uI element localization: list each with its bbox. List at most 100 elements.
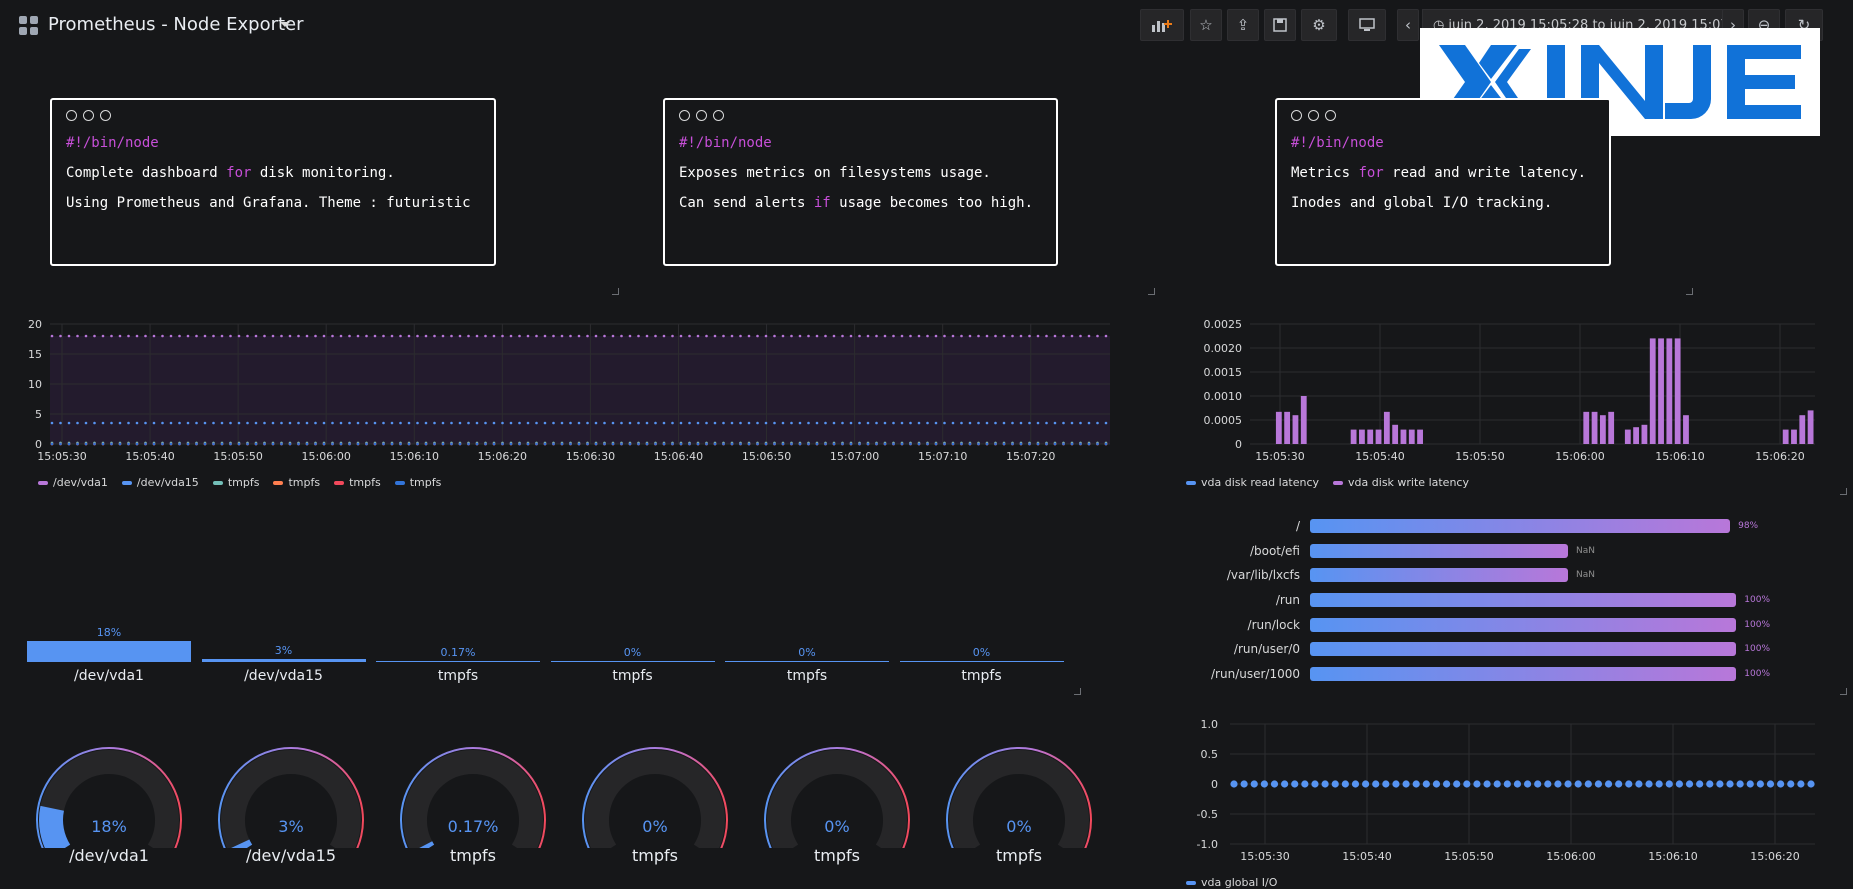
terminal-line: Exposes metrics on filesystems usage. bbox=[679, 165, 991, 181]
data-point bbox=[1584, 780, 1592, 788]
data-point bbox=[739, 442, 742, 446]
legend-item[interactable]: /dev/vda1 bbox=[38, 476, 108, 489]
data-point bbox=[382, 421, 385, 425]
data-point bbox=[611, 334, 615, 338]
data-point bbox=[747, 334, 751, 338]
data-point bbox=[263, 421, 266, 425]
legend-label: /dev/vda15 bbox=[136, 476, 199, 489]
panel-resize-handle[interactable] bbox=[1074, 688, 1081, 695]
data-point bbox=[1019, 442, 1023, 446]
data-point bbox=[603, 421, 606, 425]
data-point bbox=[365, 334, 368, 338]
data-point bbox=[390, 421, 394, 425]
data-point bbox=[569, 421, 572, 425]
data-point bbox=[356, 442, 360, 446]
add-panel-button[interactable] bbox=[1140, 9, 1184, 41]
data-point bbox=[152, 442, 156, 446]
disk-usage-line-chart[interactable]: 0 5 10 15 20 15:05:30 15:05:40 15:05:50 15:06:00… bbox=[20, 310, 1130, 470]
chevron-down-icon[interactable] bbox=[280, 22, 290, 27]
data-point bbox=[220, 442, 224, 446]
data-point bbox=[985, 421, 989, 425]
data-point bbox=[509, 442, 513, 446]
stat-bar bbox=[27, 641, 191, 662]
tv-mode-button[interactable] bbox=[1348, 9, 1386, 41]
data-point bbox=[1554, 780, 1562, 788]
legend-item[interactable]: vda global I/O bbox=[1186, 876, 1277, 889]
data-point bbox=[688, 421, 691, 425]
data-point bbox=[790, 421, 793, 425]
latency-bar bbox=[1782, 429, 1789, 444]
data-point bbox=[110, 334, 113, 338]
data-point bbox=[866, 334, 870, 338]
data-point bbox=[1260, 780, 1268, 788]
gauge-threshold-arc bbox=[400, 747, 546, 860]
filesystem-bar-fill bbox=[1310, 543, 1568, 558]
filesystem-bar-track: NaN bbox=[1310, 543, 1770, 558]
time-back-button[interactable]: ‹ bbox=[1397, 9, 1419, 41]
legend-item[interactable]: /dev/vda15 bbox=[121, 476, 199, 489]
share-button[interactable]: ⇪ bbox=[1227, 9, 1259, 41]
y-tick-label: 0.0015 bbox=[1204, 366, 1243, 379]
data-point bbox=[943, 442, 946, 446]
data-point bbox=[484, 442, 487, 446]
disk-gauge: 18% /dev/vda1 bbox=[27, 738, 191, 878]
save-icon bbox=[1273, 18, 1287, 32]
data-point bbox=[1473, 780, 1481, 788]
legend-item[interactable]: tmpfs bbox=[273, 476, 320, 489]
legend-item[interactable]: tmpfs bbox=[212, 476, 259, 489]
data-point bbox=[968, 334, 972, 338]
data-point bbox=[50, 442, 54, 446]
data-point bbox=[1777, 780, 1785, 788]
panel-resize-handle[interactable] bbox=[1840, 688, 1847, 695]
panel-resize-handle[interactable] bbox=[1148, 288, 1155, 295]
y-tick-label: 5 bbox=[35, 408, 42, 421]
terminal-line: Inodes and global I/O tracking. bbox=[1291, 195, 1553, 211]
stat-bar-column: 3% /dev/vda15 bbox=[201, 628, 366, 688]
x-tick-label: 15:05:40 bbox=[1355, 450, 1404, 463]
x-tick-label: 15:05:30 bbox=[1240, 850, 1289, 863]
data-point bbox=[1104, 442, 1108, 446]
panel-resize-handle[interactable] bbox=[1686, 288, 1693, 295]
data-point bbox=[356, 421, 360, 425]
data-point bbox=[781, 421, 785, 425]
latency-bar bbox=[1608, 411, 1615, 444]
gauge-value: 0% bbox=[824, 817, 849, 836]
star-button[interactable]: ☆ bbox=[1190, 9, 1222, 41]
latency-bar bbox=[1633, 427, 1640, 444]
data-point bbox=[441, 442, 445, 446]
filesystem-label: / bbox=[1295, 519, 1300, 534]
save-button[interactable] bbox=[1264, 9, 1296, 41]
data-point bbox=[348, 421, 351, 425]
gauge-label: tmpfs bbox=[450, 846, 496, 865]
x-tick-label: 15:07:00 bbox=[830, 450, 879, 463]
stat-label: tmpfs bbox=[786, 668, 828, 684]
latency-legend: vda disk read latency vda disk write late… bbox=[1186, 476, 1469, 489]
data-point bbox=[773, 334, 776, 338]
data-point bbox=[1463, 780, 1471, 788]
legend-item[interactable]: vda disk write latency bbox=[1333, 476, 1469, 489]
settings-button[interactable]: ⚙ bbox=[1301, 9, 1337, 41]
data-point bbox=[254, 442, 258, 446]
data-point bbox=[1534, 780, 1542, 788]
global-io-chart[interactable]: 1.0 0.5 0 -0.5 -1.0 15:05:30 15:05:40 15:05:50 1… bbox=[1160, 710, 1820, 885]
data-point bbox=[713, 442, 717, 446]
data-point bbox=[883, 421, 887, 425]
terminal-line: Metrics for read and write latency. bbox=[1291, 165, 1587, 181]
data-point bbox=[76, 421, 79, 425]
data-point bbox=[407, 421, 411, 425]
data-point bbox=[705, 334, 708, 338]
panel-resize-handle[interactable] bbox=[612, 288, 619, 295]
disk-usage-stat-bars: 18% /dev/vda1 3% /dev/vda15 0.17% tmpfs 0% tmpf… bbox=[27, 626, 1067, 688]
legend-item[interactable]: tmpfs bbox=[394, 476, 441, 489]
panel-resize-handle[interactable] bbox=[1840, 488, 1847, 495]
latency-bar-chart[interactable]: 0 0.0005 0.0010 0.0015 0.0020 0.0025 15:05:30 1… bbox=[1160, 310, 1820, 470]
data-point bbox=[1062, 442, 1065, 446]
dashboard-title[interactable]: Prometheus - Node Exporter bbox=[48, 14, 304, 35]
terminal-line: Complete dashboard for disk monitoring. bbox=[66, 165, 395, 181]
legend-item[interactable]: vda disk read latency bbox=[1186, 476, 1319, 489]
x-tick-label: 15:06:50 bbox=[742, 450, 791, 463]
legend-item[interactable]: tmpfs bbox=[334, 476, 381, 489]
data-point bbox=[76, 442, 79, 446]
dashboards-icon[interactable] bbox=[19, 16, 38, 35]
terminal-line: Can send alerts if usage becomes too hig… bbox=[679, 195, 1034, 211]
